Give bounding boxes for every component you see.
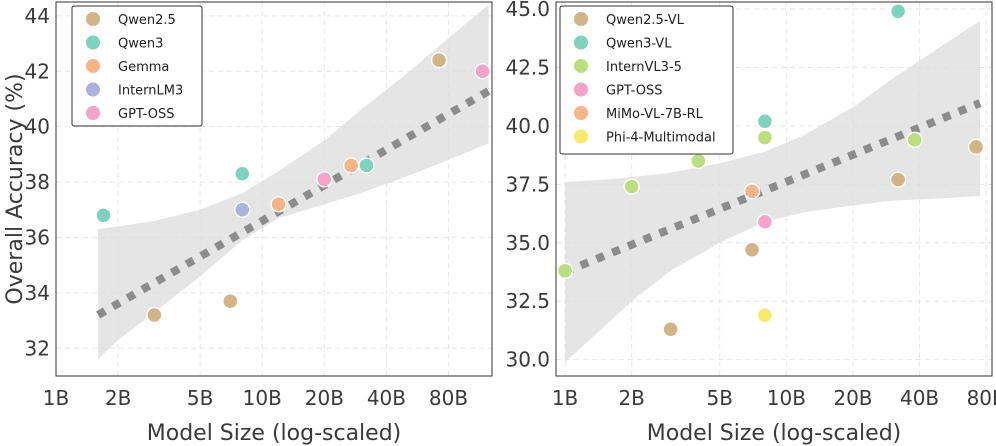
- legend-label: Gemma: [118, 60, 169, 75]
- y-tick-label: 35.0: [505, 231, 550, 255]
- legend-label: GPT-OSS: [606, 84, 662, 99]
- legend-label: Phi-4-Multimodal: [606, 131, 716, 146]
- x-tick-label: 10B: [243, 386, 282, 410]
- x-tick-label: 5B: [707, 386, 733, 410]
- legend-marker: [85, 11, 101, 27]
- legend-label: Qwen3: [118, 37, 163, 52]
- legend-marker: [573, 34, 589, 51]
- legend-marker: [573, 58, 589, 74]
- data-point: [662, 321, 679, 338]
- legend-label: Qwen3-VL: [606, 37, 672, 52]
- chart-right: 1B 2B 5B 10B 20B 40B 80B 30.0 32.5 35.0 37.5 40.0 42…: [505, 0, 996, 446]
- legend: Qwen2.5 Qwen3 Gemma InternLM3 GPT-OSS: [71, 5, 203, 127]
- data-point: [430, 51, 448, 69]
- legend: Qwen2.5-VL Qwen3-VL InternVL3-5 GPT-OSS MiMo…: [559, 5, 734, 155]
- legend-marker: [573, 105, 589, 121]
- legend-label: Qwen2.5-VL: [606, 13, 685, 28]
- plot-frame: [555, 1, 993, 377]
- data-point: [358, 157, 375, 174]
- y-tick-label: 36: [25, 225, 50, 249]
- y-tick-label: 42: [25, 59, 50, 83]
- legend-marker: [85, 81, 101, 98]
- legend-label: MiMo-VL-7B-RL: [606, 107, 704, 122]
- data-point: [756, 112, 774, 130]
- y-tick-label: 44: [25, 4, 50, 28]
- data-point: [756, 213, 774, 230]
- x-axis-title: Model Size (log-scaled): [647, 421, 902, 446]
- legend-marker: [85, 58, 101, 74]
- x-tick-label: 1B: [43, 386, 69, 410]
- data-point: [270, 195, 287, 213]
- data-point: [743, 241, 761, 259]
- x-tick-label: 40B: [367, 386, 406, 410]
- y-tick-label: 37.5: [505, 172, 550, 196]
- data-point: [474, 63, 491, 80]
- data-point: [906, 131, 923, 149]
- x-tick-label: 2B: [618, 386, 644, 410]
- x-tick-label: 80B: [429, 386, 468, 410]
- legend-marker: [573, 11, 589, 27]
- y-tick-label: 34: [25, 281, 50, 305]
- data-point: [234, 165, 251, 183]
- x-tick-label: 20B: [833, 386, 872, 410]
- y-axis-title: Overall Accuracy (%): [3, 73, 28, 304]
- legend-marker: [85, 34, 101, 51]
- y-tick-label: 45.0: [505, 0, 550, 21]
- x-tick-label: 20B: [305, 386, 344, 410]
- y-tick-label: 32: [25, 336, 50, 360]
- legend-frame: [71, 5, 203, 127]
- x-tick-label: 10B: [767, 386, 806, 410]
- data-point: [623, 178, 640, 195]
- data-point: [556, 262, 574, 280]
- data-point: [146, 306, 163, 324]
- plot-frame: [55, 1, 493, 377]
- data-point: [889, 3, 907, 20]
- data-point: [756, 306, 774, 324]
- data-point: [967, 138, 985, 156]
- y-tick-label: 32.5: [505, 289, 550, 313]
- legend-label: InternLM3: [118, 84, 183, 99]
- data-point: [690, 152, 707, 170]
- data-point: [743, 183, 761, 200]
- data-point: [316, 171, 333, 188]
- legend-marker: [573, 128, 589, 145]
- chart-left: 1B 2B 5B 10B 20B 40B 80B 32 34 36 38 40 42 44 Model Si…: [3, 1, 493, 446]
- data-point: [95, 207, 112, 224]
- trend-line: [96, 87, 491, 319]
- confidence-band: [98, 4, 489, 360]
- legend-label: Qwen2.5: [118, 13, 176, 28]
- legend-label: InternVL3-5: [606, 60, 682, 75]
- y-tick-label: 38: [25, 170, 50, 194]
- y-tick-label: 40.0: [505, 114, 550, 138]
- legend-marker: [85, 105, 101, 121]
- x-tick-label: 80B: [967, 386, 996, 410]
- legend-label: GPT-OSS: [118, 107, 174, 122]
- y-tick-label: 40: [25, 115, 50, 139]
- data-point: [889, 171, 907, 188]
- x-tick-label: 40B: [900, 386, 939, 410]
- data-point: [342, 157, 360, 174]
- data-point: [222, 292, 239, 310]
- x-axis-title: Model Size (log-scaled): [147, 421, 402, 446]
- data-point: [756, 129, 774, 146]
- legend-marker: [573, 81, 589, 98]
- y-tick-label: 30.0: [505, 348, 550, 372]
- x-tick-label: 1B: [552, 386, 578, 410]
- trend-line: [563, 99, 982, 276]
- x-tick-label: 5B: [187, 386, 213, 410]
- x-tick-label: 2B: [105, 386, 131, 410]
- y-tick-label: 42.5: [505, 55, 550, 79]
- data-point: [234, 201, 251, 219]
- legend-frame: [559, 5, 734, 155]
